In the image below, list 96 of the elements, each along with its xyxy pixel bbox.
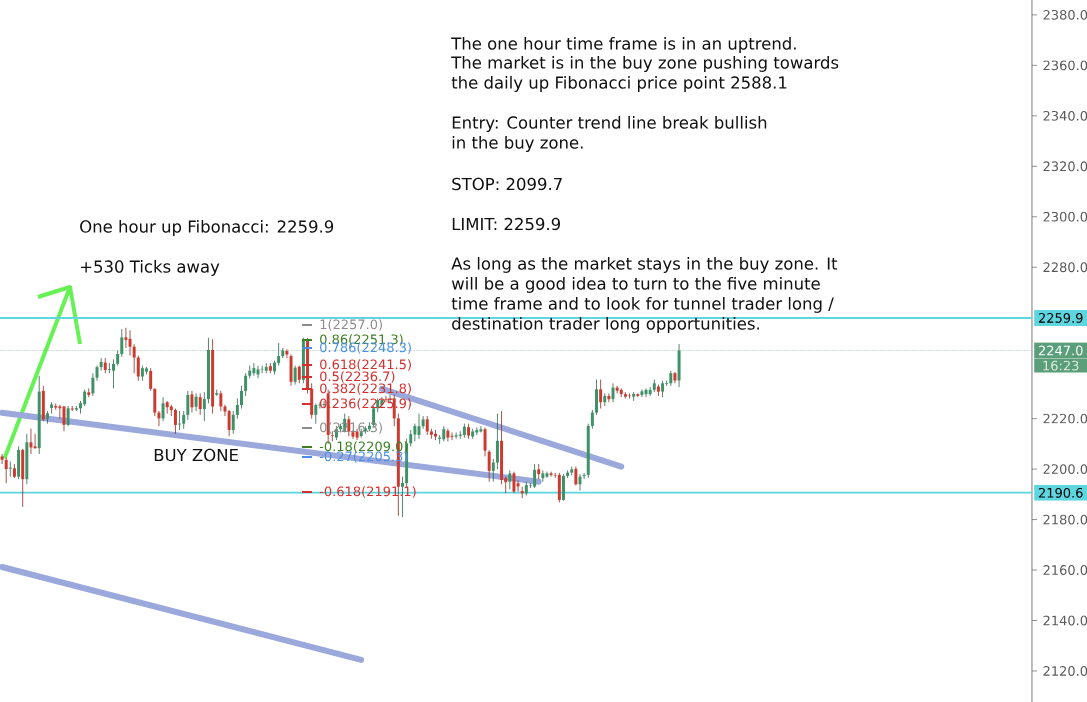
candlestick [599, 379, 603, 409]
ref-line-label: 2190.6 [1038, 487, 1083, 498]
candlestick [136, 355, 140, 382]
candlestick [562, 473, 565, 502]
annotation: will be a good idea to turn to the five minute [451, 277, 820, 293]
candlestick [574, 466, 578, 486]
candlestick [549, 471, 553, 478]
y-tick-label: 2320.0 [1043, 161, 1087, 172]
annotation: LIMIT: 2259.9 [452, 217, 560, 231]
annotation: +530 Ticks away [80, 260, 220, 276]
y-tick-label: 2200.0 [1043, 464, 1087, 475]
y-tick-label: 2220.0 [1043, 413, 1087, 424]
annotation: 1(2257.0) [320, 319, 382, 331]
candlestick [202, 391, 206, 422]
y-tick-label: 2140.0 [1043, 615, 1087, 626]
candlestick [285, 348, 289, 359]
candlestick [99, 357, 103, 372]
annotation: 0.618(2241.5) [320, 359, 411, 371]
annotation: time frame and to look for tunnel trader long / [451, 297, 834, 313]
candlestick [112, 358, 116, 389]
text: 16:23 [1043, 360, 1079, 371]
ref-line-label: 2247.0 [1038, 345, 1083, 356]
candlestick [161, 396, 165, 422]
candlestick [244, 372, 248, 397]
candlestick [487, 449, 491, 483]
annotation: in the buy zone. [452, 136, 583, 152]
annotation: 0.382(2231.8) [320, 383, 411, 395]
annotation: BUY ZONE [154, 448, 238, 462]
annotation: The one hour time frame is in an uptrend. [451, 37, 796, 53]
candlestick [194, 392, 198, 412]
candlestick [186, 390, 190, 421]
candlestick [107, 362, 111, 374]
candlestick [615, 385, 619, 394]
candlestick [54, 403, 58, 411]
candlestick [173, 408, 177, 435]
y-tick-label: 2340.0 [1043, 110, 1087, 121]
candlestick [450, 432, 454, 441]
annotation: Entry: Counter trend line break bullish [452, 116, 767, 132]
y-tick-label: 2360.0 [1043, 60, 1087, 71]
candlestick [91, 372, 95, 397]
y-tick-label: 2280.0 [1043, 262, 1087, 273]
annotation: 0.5(2236.7) [320, 371, 395, 383]
y-tick-label: 2120.0 [1043, 666, 1087, 676]
ref-line-label: 2259.9 [1038, 313, 1083, 323]
candlestick [483, 427, 487, 457]
candlestick [8, 461, 12, 478]
y-tick-label: 2300.0 [1043, 211, 1087, 222]
candlestick [491, 458, 495, 483]
annotation: destination trader long opportunities. [452, 317, 759, 333]
candlestick [128, 329, 132, 356]
candlestick [277, 342, 281, 367]
candlestick [0, 453, 4, 465]
candlestick [582, 472, 586, 480]
candlestick [33, 433, 37, 450]
candlestick [235, 398, 239, 420]
candlestick [425, 415, 429, 436]
candlestick [590, 409, 594, 430]
candlestick [70, 405, 74, 412]
candlestick [219, 390, 223, 412]
candlestick [132, 343, 136, 374]
candlestick [533, 463, 537, 489]
candlestick [231, 410, 235, 435]
candlestick [124, 327, 128, 349]
candlestick [252, 362, 256, 377]
annotation: One hour up Fibonacci: 2259.9 [80, 220, 334, 236]
candlestick [508, 469, 512, 490]
candlestick [314, 403, 318, 425]
candlestick [198, 392, 202, 416]
candlestick [607, 392, 611, 403]
candlestick [29, 428, 33, 455]
candlestick [644, 387, 648, 398]
candlestick [495, 413, 499, 470]
y-tick-label: 2160.0 [1043, 565, 1087, 575]
candlestick [4, 457, 8, 484]
annotation: the daily up Fibonacci price point 2588.1 [451, 76, 787, 92]
y-tick-label: 2380.0 [1043, 9, 1087, 20]
candlestick [149, 367, 153, 392]
candlestick [595, 379, 598, 416]
candlestick [240, 385, 243, 409]
candlestick [413, 423, 417, 442]
candlestick [227, 409, 231, 437]
annotation: The market is in the buy zone pushing towards [451, 56, 839, 72]
candlestick [190, 390, 194, 413]
candlestick [516, 480, 520, 493]
candlestick [446, 428, 450, 442]
candlestick [66, 405, 70, 427]
annotation: STOP: 2099.7 [452, 177, 562, 191]
candlestick [454, 432, 458, 440]
candlestick [640, 389, 644, 398]
candlestick [120, 328, 124, 358]
annotation: As long as the market stays in the buy zone. It [451, 257, 838, 273]
candlestick [421, 415, 425, 430]
candlestick [512, 471, 516, 494]
candlestick [153, 387, 157, 417]
candlestick [293, 365, 297, 385]
y-tick-label: 2180.0 [1043, 514, 1087, 525]
